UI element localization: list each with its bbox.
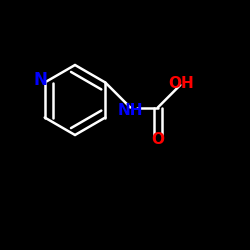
Text: N: N bbox=[33, 71, 47, 89]
Text: O: O bbox=[151, 132, 164, 147]
Text: OH: OH bbox=[169, 76, 194, 90]
Text: NH: NH bbox=[118, 103, 143, 118]
